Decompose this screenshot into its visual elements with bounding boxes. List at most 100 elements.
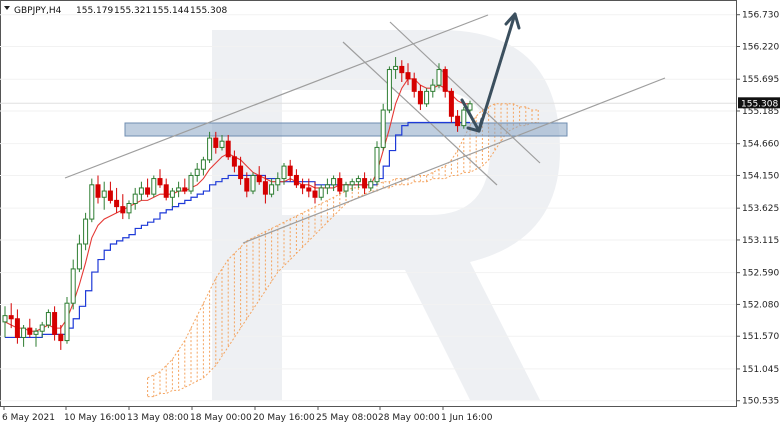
candle (70, 259, 76, 310)
candle-body (200, 159, 206, 170)
candle-body (89, 184, 95, 220)
candle-body (300, 184, 306, 189)
candle (83, 212, 89, 251)
candle-body (399, 65, 405, 74)
candle-body (467, 103, 473, 111)
candle-body (219, 140, 225, 148)
candle (287, 159, 293, 182)
candle-body (411, 78, 417, 92)
candle (231, 150, 237, 173)
candle-body (269, 184, 275, 195)
candle (417, 85, 423, 111)
candle (362, 172, 368, 195)
candle (399, 60, 405, 82)
kijun-path (5, 121, 470, 339)
candle (269, 178, 275, 198)
candle (157, 169, 163, 188)
candle-body (262, 181, 268, 195)
y-tick-label: 153.625 (742, 204, 779, 214)
candle-body (207, 137, 213, 161)
current-price-tag: 155.308 (738, 97, 780, 109)
candle-body (225, 140, 231, 158)
candle (355, 175, 361, 188)
candle-body (430, 84, 436, 92)
candle-body (138, 187, 144, 195)
candle-body (293, 174, 299, 186)
candle (132, 187, 138, 210)
candle (300, 178, 306, 195)
x-tick-label: 20 May 16:00 (253, 413, 315, 423)
candle-body (393, 65, 399, 71)
candle-body (58, 333, 64, 342)
candle (27, 318, 33, 338)
candle (448, 88, 454, 123)
x-tick-label: 28 May 00:00 (378, 413, 440, 423)
candle (188, 172, 194, 195)
descending-channel-upper (389, 21, 541, 164)
candle (380, 103, 386, 151)
candle-body (157, 178, 163, 186)
candle-body (362, 178, 368, 189)
y-tick-label: 152.080 (742, 300, 779, 310)
y-tick-label: 151.045 (742, 365, 779, 375)
candle-body (163, 184, 169, 198)
kijun-sen-line (5, 121, 470, 339)
candle (33, 328, 39, 347)
candle-body (2, 315, 8, 323)
senkou-span-b (147, 122, 539, 398)
candle (2, 306, 8, 338)
x-tick-label: 25 May 08:00 (316, 413, 378, 423)
candle-body (306, 187, 312, 192)
candle (455, 110, 461, 132)
candle-body (244, 178, 250, 192)
candle-body (256, 174, 262, 183)
y-tick-label: 150.535 (742, 397, 779, 407)
x-tick-label: 10 May 16:00 (64, 413, 126, 423)
candle-body (126, 203, 132, 214)
candle (95, 175, 101, 204)
candle-body (380, 109, 386, 148)
low-value: 155.144 (152, 6, 189, 16)
tenkan-sen-line (4, 78, 470, 332)
candle-body (424, 90, 430, 105)
candle-body (114, 199, 120, 208)
candle-body (250, 174, 256, 192)
candle-body (45, 312, 51, 326)
candle-body (52, 312, 58, 335)
current-price-box (738, 97, 780, 109)
candle (194, 163, 200, 182)
candle-body (21, 327, 27, 338)
candle (343, 181, 349, 198)
descending-channel-lower (342, 41, 498, 186)
candle-body (39, 324, 45, 332)
high-value: 155.321 (114, 6, 151, 16)
candle-body (374, 146, 380, 183)
candle (442, 66, 448, 98)
candle (107, 181, 113, 204)
candle (14, 309, 20, 344)
dropdown-triangle-icon (4, 6, 10, 10)
candle (169, 187, 175, 207)
candle (250, 172, 256, 195)
candle-body (355, 178, 361, 183)
logo-watermark (212, 30, 560, 400)
candle (225, 134, 231, 160)
candle (39, 321, 45, 338)
candle-body (386, 69, 392, 111)
candle (368, 178, 374, 192)
y-tick-label: 155.695 (742, 75, 779, 85)
candle-body (169, 190, 175, 198)
candle (411, 72, 417, 98)
candle (281, 163, 287, 185)
candle (207, 131, 213, 163)
y-tick-label: 151.570 (742, 332, 779, 342)
candle (163, 178, 169, 201)
candle-body (101, 190, 107, 198)
forecast-up-arrowhead (504, 12, 521, 30)
candle (8, 303, 14, 329)
y-axis: 156.730 156.220 155.695 155.185 154.660 154.1… (736, 11, 779, 407)
candle (256, 166, 262, 185)
candle-body (64, 302, 70, 342)
candle-body (405, 72, 411, 80)
